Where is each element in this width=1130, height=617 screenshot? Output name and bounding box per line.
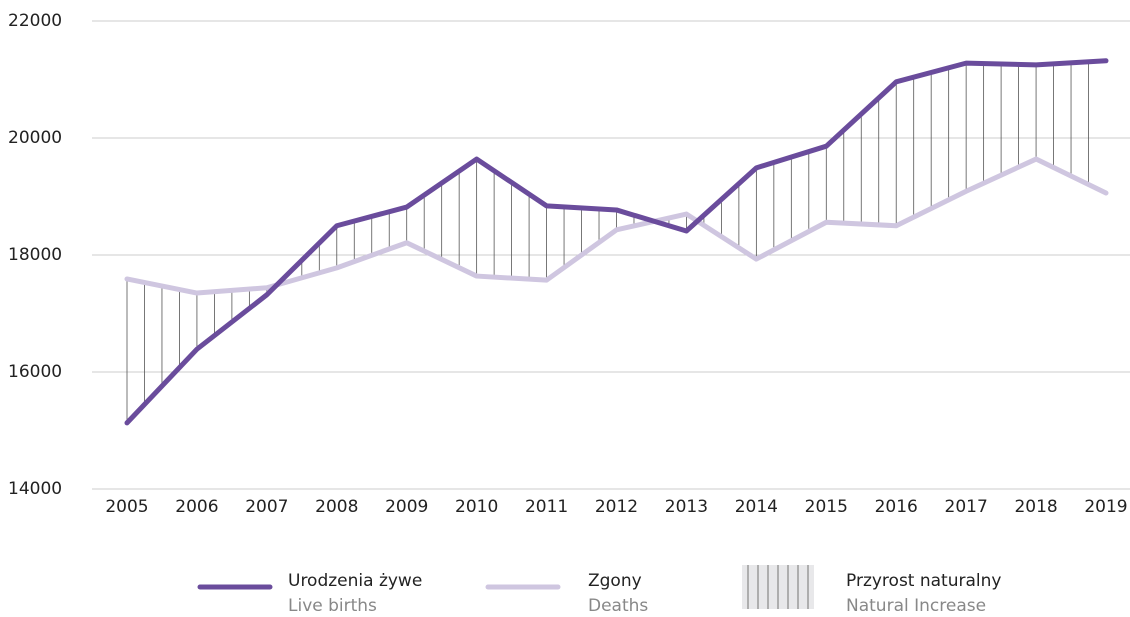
legend-sublabel: Live births — [288, 596, 377, 616]
x-tick-label: 2014 — [735, 497, 778, 517]
legend-label: Zgony — [588, 571, 642, 591]
x-tick-label: 2008 — [315, 497, 358, 517]
x-tick-label: 2011 — [525, 497, 568, 517]
x-tick-label: 2007 — [245, 497, 288, 517]
series-line — [124, 156, 1109, 296]
x-tick-label: 2012 — [595, 497, 638, 517]
x-tick-label: 2018 — [1014, 497, 1057, 517]
legend-sublabel: Natural Increase — [846, 596, 986, 616]
x-tick-label: 2016 — [875, 497, 918, 517]
y-tick-label: 14000 — [8, 479, 62, 499]
y-tick-label: 22000 — [8, 11, 62, 31]
series-line — [124, 58, 1109, 426]
x-tick-label: 2009 — [385, 497, 428, 517]
x-tick-label: 2006 — [175, 497, 218, 517]
x-tick-label: 2005 — [105, 497, 148, 517]
y-tick-label: 20000 — [8, 128, 62, 148]
x-tick-label: 2013 — [665, 497, 708, 517]
legend-label: Przyrost naturalny — [846, 571, 1001, 591]
legend-sublabel: Deaths — [588, 596, 648, 616]
legend-label: Urodzenia żywe — [288, 571, 422, 591]
y-tick-label: 18000 — [8, 245, 62, 265]
x-tick-label: 2017 — [945, 497, 988, 517]
x-tick-label: 2015 — [805, 497, 848, 517]
x-tick-label: 2019 — [1084, 497, 1127, 517]
y-tick-label: 16000 — [8, 362, 62, 382]
x-tick-label: 2010 — [455, 497, 498, 517]
